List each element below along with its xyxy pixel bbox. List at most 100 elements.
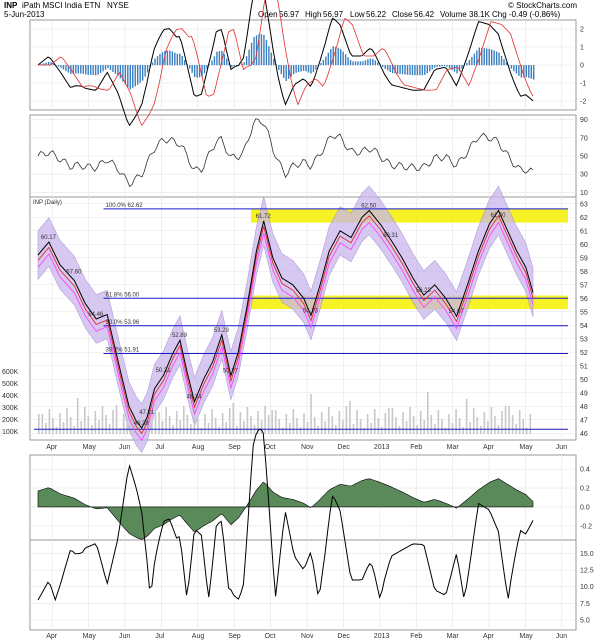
volume-bar [250,416,252,434]
y-tick-label: 57 [580,282,588,289]
volume-bar [101,406,104,434]
y-tick-label: 70 [580,135,588,142]
macd-histogram-bar [382,65,384,67]
macd-histogram-bar [107,65,109,69]
macd-histogram-bar [154,58,156,66]
volume-bar [296,418,298,434]
volume-bar [204,414,206,434]
price-annotation: 53.29 [214,328,230,334]
macd-histogram-bar [483,48,485,66]
macd-histogram-bar [426,65,429,74]
macd-histogram-bar [278,65,280,70]
volume-bar [366,414,369,434]
volume-bar [462,427,464,434]
macd-histogram-bar [240,63,243,66]
highlight-zone [250,295,568,310]
macd-histogram-bar [515,65,518,74]
volume-bar [405,421,408,434]
macd-histogram-bar [500,56,503,66]
macd-histogram-bar [141,65,144,81]
volume-bar [299,427,302,434]
macd-histogram-bar [156,56,159,66]
macd-histogram-bar [94,65,97,76]
volume-bar [133,418,136,434]
volume-bar [278,419,281,434]
volume-bar [119,428,121,434]
macd-histogram-bar [85,65,87,75]
macd-histogram-bar [89,65,92,75]
macd-histogram-bar [411,65,414,76]
price-annotation: 57.60 [66,270,82,276]
macd-histogram-bar [65,65,67,72]
macd-histogram-bar [310,65,312,74]
price-annotation: 54.46 [88,312,104,318]
low-label: Low [350,10,365,19]
price-annotation: 54.73 [303,308,319,314]
macd-histogram-bar [441,65,443,67]
symbol-label: INP [4,1,18,10]
macd-histogram-bar [151,62,154,66]
macd-histogram-bar [434,65,436,68]
macd-histogram-bar [62,65,65,70]
volume-bar [525,428,528,434]
volume-bar [419,411,422,434]
retracement-label: 50.0% 53.96 [106,320,140,326]
volume-bar [165,407,167,434]
volume-bar [45,423,47,434]
macd-signal-line [38,0,534,127]
macd-histogram-bar [518,65,520,76]
volume-bar [158,412,160,434]
volume-bar [490,407,493,434]
volume-bar [218,427,220,434]
macd-histogram-bar [176,53,179,66]
macd-histogram-bar [528,65,530,78]
macd-histogram-bar [307,65,310,73]
macd-histogram-bar [203,65,206,74]
macd-histogram-bar [372,58,374,66]
volume-bar [182,406,185,434]
macd-histogram-bar [231,65,233,67]
macd-histogram-bar [530,65,532,79]
macd-histogram-bar [322,59,325,66]
y-tick-label: 0 [580,63,584,70]
retracement-label: 100.0% 62.62 [106,203,144,209]
moving-average-short [37,214,534,435]
high-label: High [305,10,321,19]
y-tick-label: 10.0 [580,584,594,591]
macd-histogram-bar [117,65,119,76]
price-annotation: 54.67 [449,309,465,315]
macd-histogram-bar [377,62,379,66]
macd-histogram-bar [404,65,406,75]
y-tick-label: 0.0 [580,504,590,511]
volume-bar [338,411,341,434]
volume-bar [168,416,171,434]
volume-tick-label: 200K [2,417,19,424]
x-tick-label: Sep [228,633,241,640]
volume-bar [441,419,443,434]
y-tick-label: 53 [580,336,588,343]
volume-bar [529,414,532,434]
volume-bar [122,414,125,434]
highlight-zone [250,209,568,223]
macd-histogram-bar [273,58,275,66]
macd-histogram-bar [451,65,453,70]
volume-bar [320,412,323,434]
macd-histogram-bar [295,65,297,73]
volume-bar [359,419,362,434]
macd-histogram-bar [503,59,505,66]
macd-histogram-bar [285,65,287,81]
volume-bar [444,428,447,434]
macd-histogram-bar [280,65,282,75]
macd-histogram-bar [456,65,458,74]
macd-histogram-bar [419,65,421,76]
volume-bar [451,423,454,434]
macd-histogram-bar [406,65,409,75]
y-tick-label: 10 [580,190,588,197]
volume-bar [140,413,143,434]
volume-bar [303,413,305,434]
y-tick-label: 0.2 [580,486,590,493]
macd-histogram-bar [349,60,352,66]
macd-histogram-bar [436,65,438,67]
macd-line [37,0,534,127]
macd-histogram-bar [181,56,183,66]
